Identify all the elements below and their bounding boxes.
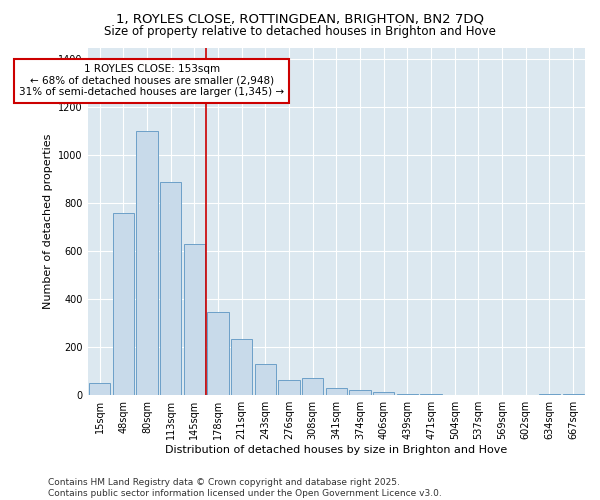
Y-axis label: Number of detached properties: Number of detached properties [43,134,53,309]
Text: Size of property relative to detached houses in Brighton and Hove: Size of property relative to detached ho… [104,25,496,38]
Bar [160,182,181,395]
Bar [208,312,229,395]
Bar [136,132,158,395]
Text: 1, ROYLES CLOSE, ROTTINGDEAN, BRIGHTON, BN2 7DQ: 1, ROYLES CLOSE, ROTTINGDEAN, BRIGHTON, … [116,12,484,26]
X-axis label: Distribution of detached houses by size in Brighton and Hove: Distribution of detached houses by size … [165,445,508,455]
Bar [563,394,584,395]
Bar [184,244,205,395]
Bar [255,364,276,395]
Text: Contains HM Land Registry data © Crown copyright and database right 2025.
Contai: Contains HM Land Registry data © Crown c… [48,478,442,498]
Text: 1 ROYLES CLOSE: 153sqm
← 68% of detached houses are smaller (2,948)
31% of semi-: 1 ROYLES CLOSE: 153sqm ← 68% of detached… [19,64,284,98]
Bar [397,394,418,395]
Bar [278,380,299,395]
Bar [326,388,347,395]
Bar [373,392,394,395]
Bar [302,378,323,395]
Bar [421,394,442,395]
Bar [113,213,134,395]
Bar [231,339,253,395]
Bar [89,383,110,395]
Bar [539,394,560,395]
Bar [349,390,371,395]
